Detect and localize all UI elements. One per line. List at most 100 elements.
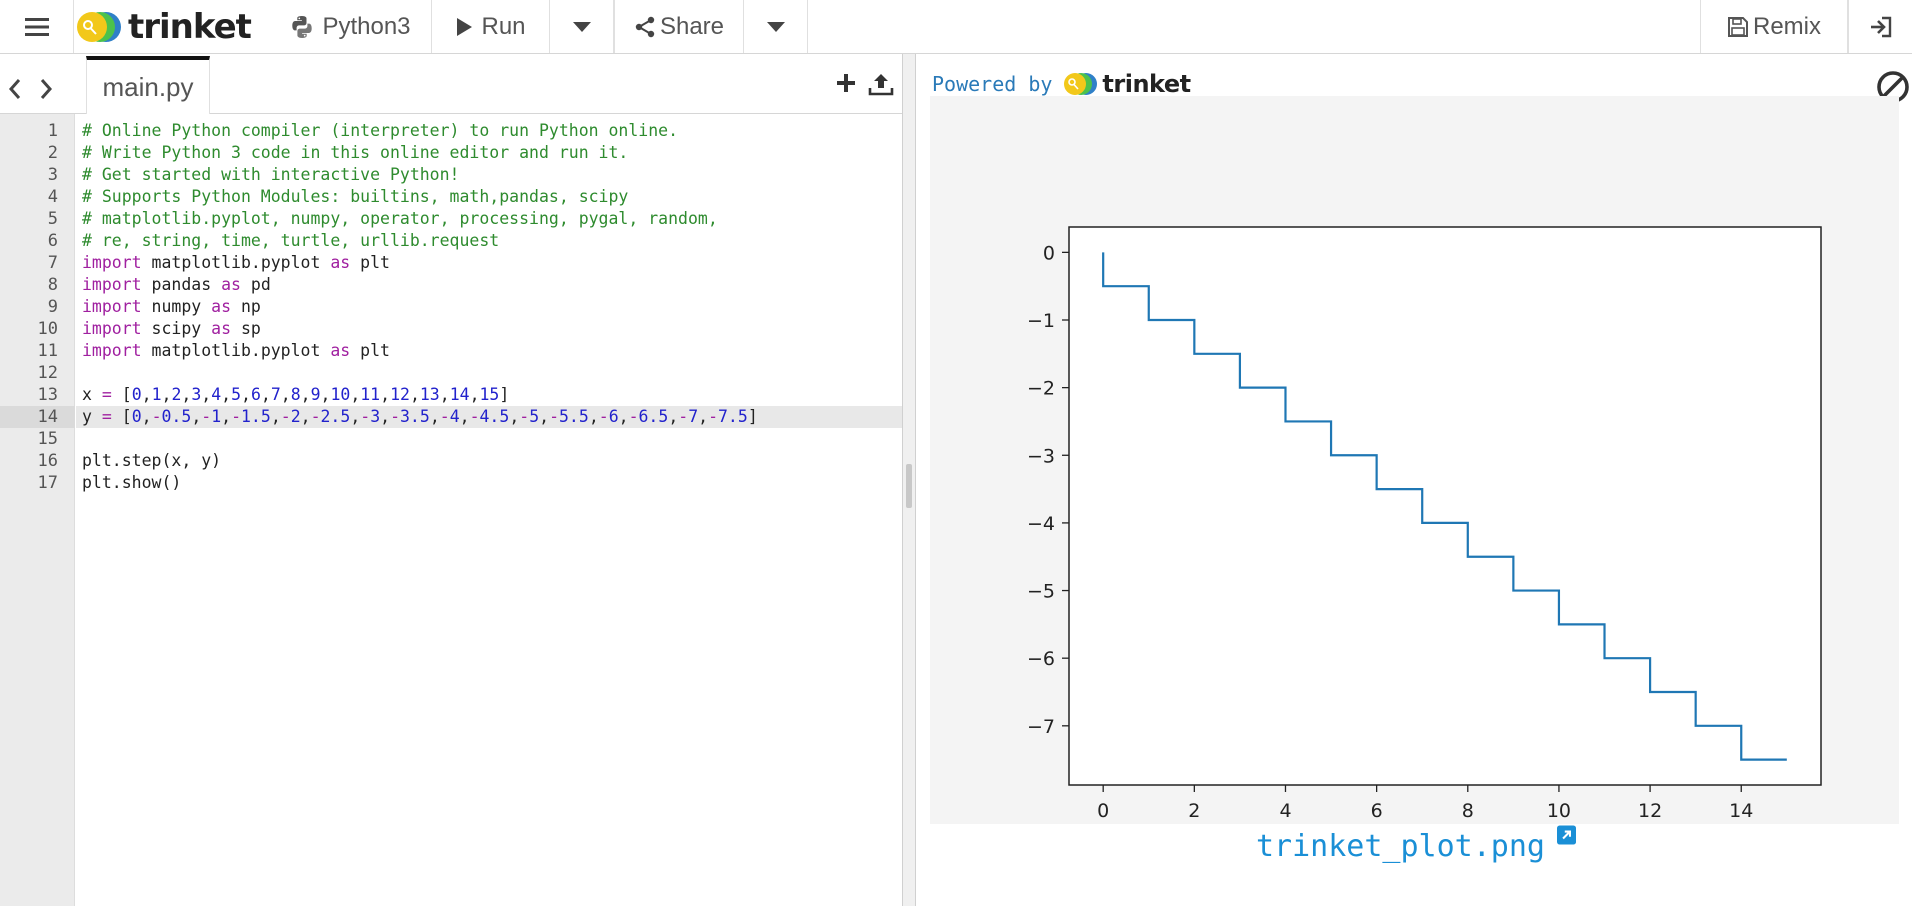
top-toolbar: trinket Python3 Run Share Remix	[0, 0, 1912, 54]
line-number: 12	[37, 363, 58, 383]
tab-label: main.py	[102, 71, 194, 102]
line-number: 15	[37, 429, 58, 449]
y-tick-label: −1	[1027, 310, 1055, 332]
x-tick-label: 0	[1097, 800, 1109, 822]
code-area[interactable]: # Online Python compiler (interpreter) t…	[76, 114, 902, 906]
x-tick-label: 4	[1279, 800, 1291, 822]
y-tick-label: −6	[1027, 648, 1055, 670]
plot-file-link[interactable]: trinket_plot.png	[1256, 824, 1576, 868]
trinket-logo-icon	[77, 11, 121, 42]
y-tick-label: −2	[1027, 378, 1055, 400]
y-tick-label: −4	[1027, 513, 1055, 535]
line-number-gutter: 1 2 3 4 5 6 7 8 9 10 11 12 13 14 15 16 17	[0, 114, 75, 906]
code-editor-pane: main.py 1 2 3 4 5 6 7 8 9 10 11 12 13 14 15 16 17 # Onli…	[0, 54, 902, 906]
tab-scroll-arrows[interactable]	[6, 72, 55, 103]
y-tick-label: −5	[1027, 581, 1055, 603]
powered-by-label: Powered by	[932, 72, 1053, 96]
line-number: 5	[47, 209, 58, 229]
run-label: Run	[481, 12, 526, 40]
caret-down-icon	[572, 21, 591, 32]
code-line[interactable]: # Get started with interactive Python!	[82, 165, 460, 184]
axes-frame	[1068, 226, 1822, 786]
plot-filename[interactable]: trinket_plot.png	[1256, 828, 1545, 864]
line-number: 4	[47, 187, 58, 207]
code-line[interactable]: plt.step(x, y)	[82, 451, 222, 470]
sign-in-icon	[1870, 16, 1891, 37]
line-number: 7	[47, 253, 58, 273]
trinket-logo-icon	[1064, 73, 1098, 95]
powered-logo-text: trinket	[1102, 70, 1191, 98]
line-number: 10	[37, 319, 58, 339]
menu-button[interactable]	[0, 0, 74, 53]
x-tick-label: 8	[1462, 800, 1474, 822]
code-line[interactable]: # Online Python compiler (interpreter) t…	[82, 121, 679, 140]
line-number: 2	[47, 143, 58, 163]
remix-label: Remix	[1752, 12, 1821, 40]
hamburger-icon	[24, 17, 49, 36]
code-line[interactable]: plt.show()	[82, 473, 182, 492]
chevron-right-icon[interactable]	[37, 77, 55, 101]
step-series-line	[1102, 252, 1787, 761]
trinket-logo[interactable]: trinket	[74, 0, 270, 53]
line-number: 6	[47, 231, 58, 251]
share-label: Share	[659, 12, 725, 40]
line-number: 11	[37, 341, 58, 361]
x-tick-label: 6	[1371, 800, 1383, 822]
run-options-dropdown[interactable]	[550, 0, 614, 53]
code-line[interactable]: import scipy as sp	[82, 319, 261, 338]
line-number: 3	[47, 165, 58, 185]
code-line[interactable]: x = [0,1,2,3,4,5,6,7,8,9,10,11,12,13,14,…	[82, 385, 510, 404]
plus-icon	[837, 74, 855, 92]
upload-file-button[interactable]	[868, 72, 894, 96]
save-icon	[1727, 16, 1748, 37]
language-label: Python3	[322, 12, 411, 40]
active-line-highlight	[76, 406, 902, 428]
share-options-dropdown[interactable]	[744, 0, 808, 53]
plot-image: 0 2 4 6 8 10 12 14 0 −1 −2 −3 −4 −5 −6 −7	[930, 96, 1899, 824]
y-tick-label: −7	[1027, 716, 1055, 738]
line-number: 8	[47, 275, 58, 295]
code-line[interactable]: # Write Python 3 code in this online edi…	[82, 143, 629, 162]
x-tick-label: 10	[1547, 800, 1571, 822]
upload-icon	[868, 74, 894, 96]
code-line[interactable]: y = [0,-0.5,-1,-1.5,-2,-2.5,-3,-3.5,-4,-…	[82, 407, 758, 426]
external-link-icon[interactable]	[1556, 824, 1576, 846]
language-selector[interactable]: Python3	[270, 0, 432, 53]
code-line[interactable]: import pandas as pd	[82, 275, 271, 294]
python-icon	[292, 15, 313, 38]
x-tick-label: 2	[1188, 800, 1200, 822]
line-number: 16	[37, 451, 58, 471]
share-button[interactable]: Share	[614, 0, 744, 53]
remix-button[interactable]: Remix	[1700, 0, 1848, 53]
code-line[interactable]: # matplotlib.pyplot, numpy, operator, pr…	[82, 209, 718, 228]
line-number: 17	[37, 473, 58, 493]
splitter-grip[interactable]	[906, 464, 912, 508]
file-tab-bar: main.py	[0, 54, 902, 114]
code-line[interactable]: # Supports Python Modules: builtins, mat…	[82, 187, 629, 206]
step-chart: 0 2 4 6 8 10 12 14 0 −1 −2 −3 −4 −5 −6 −7	[930, 96, 1899, 824]
line-number: 9	[47, 297, 58, 317]
share-icon	[635, 16, 655, 37]
run-button[interactable]: Run	[432, 0, 550, 53]
add-file-button[interactable]	[836, 68, 856, 100]
play-icon	[457, 17, 473, 36]
login-button[interactable]	[1848, 0, 1912, 53]
caret-down-icon	[766, 21, 785, 32]
powered-by-trinket[interactable]: Powered by trinket	[932, 70, 1191, 98]
line-number: 14	[37, 407, 58, 427]
x-tick-label: 14	[1729, 800, 1753, 822]
pane-splitter[interactable]	[902, 54, 916, 906]
code-line[interactable]: # re, string, time, turtle, urllib.reque…	[82, 231, 500, 250]
logo-text: trinket	[128, 6, 252, 47]
line-number: 13	[37, 385, 58, 405]
active-line-gutter-highlight	[0, 406, 75, 428]
code-line[interactable]: import numpy as np	[82, 297, 261, 316]
y-tick-label: −3	[1027, 445, 1055, 467]
axes-background	[1069, 227, 1821, 785]
line-number: 1	[47, 121, 58, 141]
tab-main-py[interactable]: main.py	[86, 56, 210, 114]
chevron-left-icon[interactable]	[6, 77, 24, 101]
code-line[interactable]: import matplotlib.pyplot as plt	[82, 341, 390, 360]
y-tick-label: 0	[1043, 242, 1055, 264]
code-line[interactable]: import matplotlib.pyplot as plt	[82, 253, 390, 272]
